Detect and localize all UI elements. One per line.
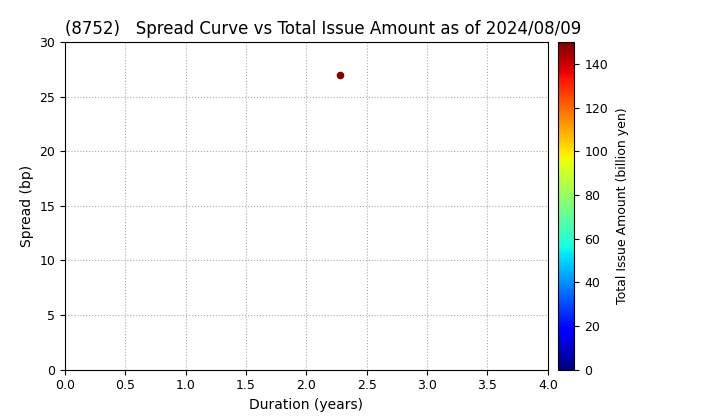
Text: (8752)   Spread Curve vs Total Issue Amount as of 2024/08/09: (8752) Spread Curve vs Total Issue Amoun…	[65, 20, 581, 38]
X-axis label: Duration (years): Duration (years)	[249, 398, 364, 412]
Y-axis label: Spread (bp): Spread (bp)	[19, 165, 34, 247]
Point	[334, 71, 346, 78]
Y-axis label: Total Issue Amount (billion yen): Total Issue Amount (billion yen)	[616, 108, 629, 304]
